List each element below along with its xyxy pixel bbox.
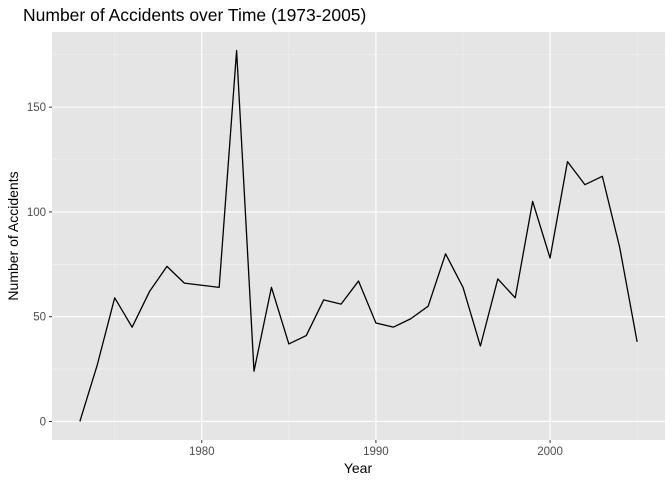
x-tick-label: 2000: [537, 446, 563, 458]
y-axis-title: Number of Accidents: [5, 171, 21, 300]
y-tick-label: 150: [27, 102, 46, 114]
x-axis: 1980 1990 2000: [189, 440, 563, 458]
x-tick-label: 1990: [363, 446, 389, 458]
plot-panel: [52, 32, 665, 440]
chart-title: Number of Accidents over Time (1973-2005…: [23, 5, 366, 25]
y-tick-label: 0: [40, 416, 46, 428]
x-tick-label: 1980: [189, 446, 215, 458]
y-tick-label: 50: [33, 312, 46, 324]
y-axis: 0 50 100 150: [27, 102, 52, 428]
x-axis-title: Year: [344, 460, 373, 476]
y-tick-label: 100: [27, 207, 46, 219]
